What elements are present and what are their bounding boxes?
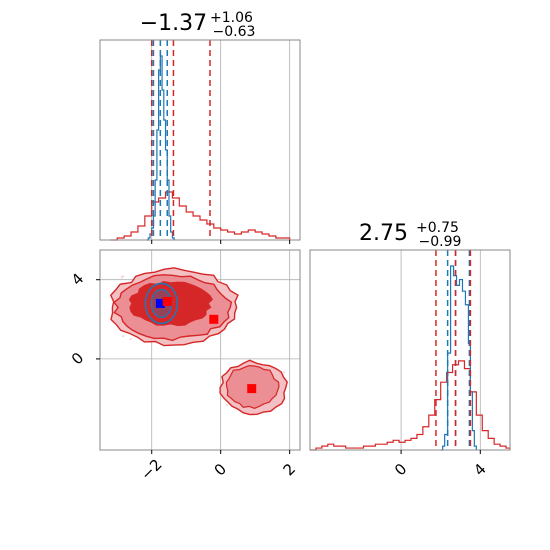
y-tick-label-param2: 4	[68, 270, 87, 289]
param1-title: −1.37 +1.06 −0.63	[140, 7, 258, 40]
joint-blue-contour-outer	[144, 282, 179, 325]
param2-title: 2.75 +0.75 −0.99	[359, 217, 464, 250]
x-tick-label-param1: −2	[137, 455, 165, 483]
joint-sample-point	[225, 403, 228, 406]
hist1-background	[100, 40, 300, 240]
param1-title-minus: −0.63	[213, 24, 256, 40]
hist2-background	[310, 250, 510, 450]
joint-marker	[247, 384, 257, 394]
joint-sample-point	[129, 338, 132, 341]
x-tick-label-param1: 0	[211, 460, 230, 479]
joint-density-panel	[96, 249, 301, 454]
joint-sample-point	[283, 371, 286, 374]
hist2-frame	[309, 249, 511, 451]
param1-title-median: −1.37	[140, 11, 207, 36]
hist1-red-series	[110, 191, 291, 241]
x-tick-label-param2: 0	[391, 460, 410, 479]
param2-title-minus: −0.99	[419, 234, 462, 250]
hist2-red-series	[310, 360, 511, 451]
joint-marker	[209, 314, 219, 324]
joint-sample-point	[122, 335, 125, 338]
joint-sample-point	[120, 276, 123, 279]
histogram-param2-panel	[309, 249, 511, 454]
param2-title-plus: +0.75	[416, 220, 459, 236]
histogram-param1-panel	[99, 39, 301, 244]
joint-marker	[162, 296, 172, 306]
hist1-frame	[99, 39, 301, 241]
hist2-blue-series	[440, 265, 477, 451]
x-tick-label-param1: 2	[280, 460, 299, 479]
param2-title-median: 2.75	[359, 221, 408, 246]
y-tick-labels-param2: 04	[68, 270, 87, 369]
param1-title-plus: +1.06	[210, 10, 253, 26]
joint-frame	[99, 249, 301, 451]
y-tick-label-param2: 0	[68, 349, 87, 368]
joint-sample-point	[122, 275, 125, 278]
joint-marker	[155, 298, 165, 308]
x-tick-label-param2: 4	[470, 460, 489, 479]
x-tick-labels-param1: −2 0 2	[137, 455, 299, 483]
